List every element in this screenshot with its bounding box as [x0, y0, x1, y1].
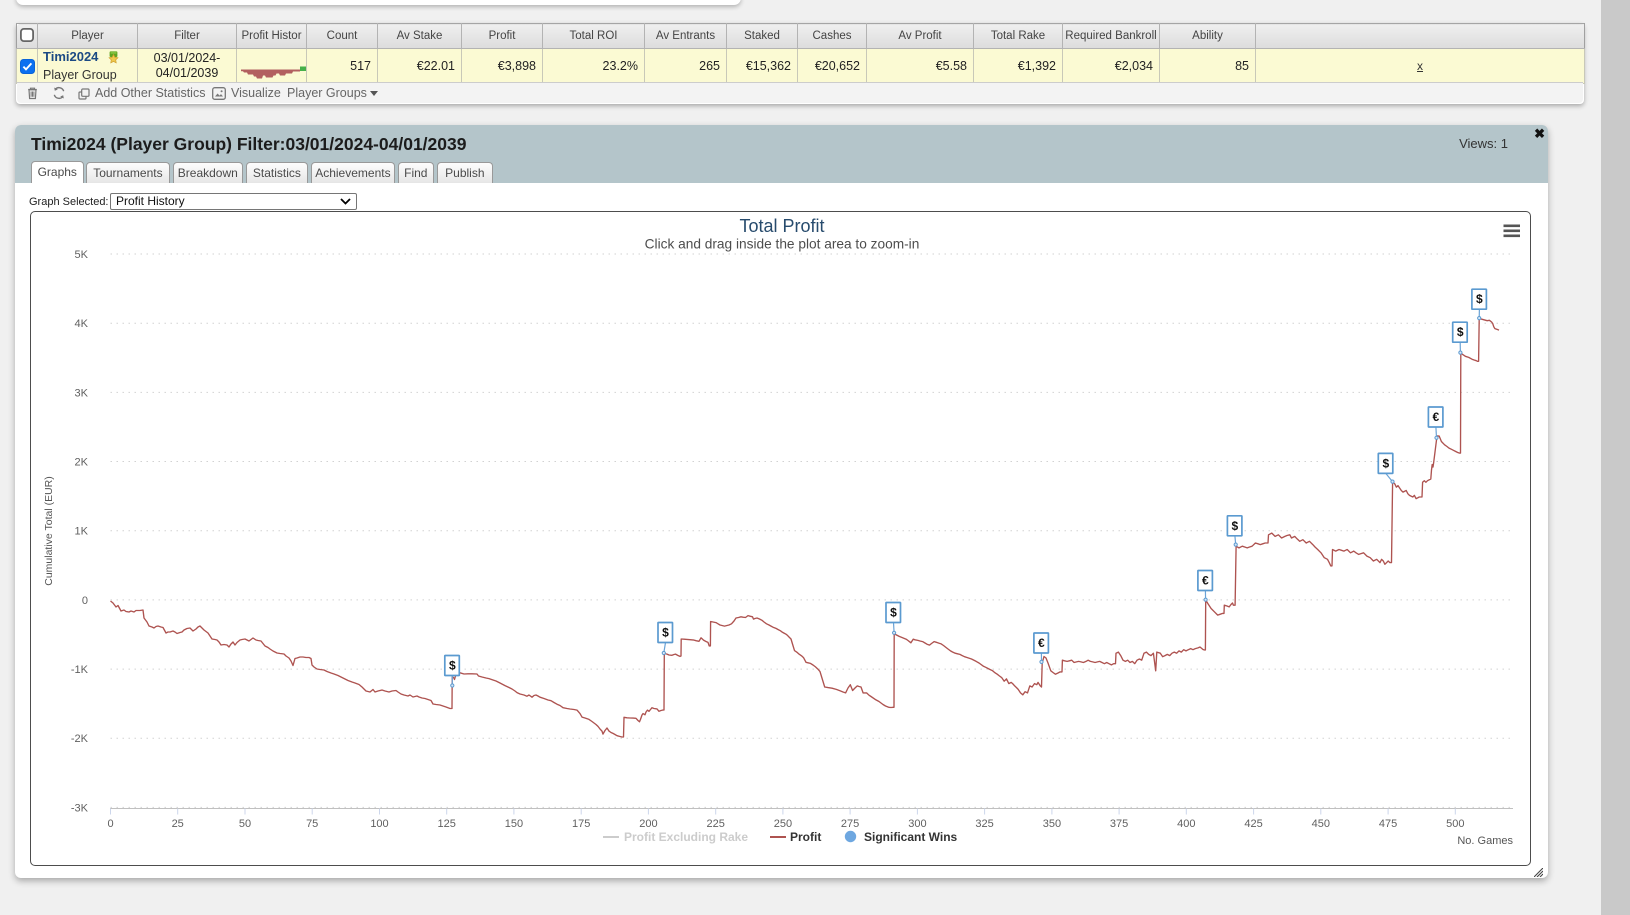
svg-text:$: $ [662, 626, 669, 640]
svg-text:400: 400 [1177, 818, 1195, 830]
svg-text:500: 500 [1446, 818, 1464, 830]
svg-text:75: 75 [306, 818, 318, 830]
svg-text:4K: 4K [75, 318, 89, 330]
svg-text:175: 175 [572, 818, 590, 830]
svg-text:25: 25 [172, 818, 184, 830]
svg-text:$: $ [1232, 519, 1239, 533]
svg-text:€: € [1433, 410, 1440, 424]
svg-text:0: 0 [82, 595, 88, 607]
svg-text:Significant Wins: Significant Wins [864, 830, 958, 844]
svg-text:$: $ [1382, 456, 1389, 470]
svg-text:200: 200 [639, 818, 657, 830]
svg-text:Profit: Profit [790, 830, 821, 844]
svg-text:No. Games: No. Games [1457, 835, 1513, 847]
svg-text:1K: 1K [75, 526, 89, 538]
svg-text:$: $ [1476, 292, 1483, 306]
svg-text:$: $ [890, 606, 897, 620]
svg-text:375: 375 [1110, 818, 1128, 830]
svg-text:Cumulative Total (EUR): Cumulative Total (EUR) [43, 476, 55, 586]
svg-text:225: 225 [707, 818, 725, 830]
svg-text:3K: 3K [75, 387, 89, 399]
svg-text:350: 350 [1043, 818, 1061, 830]
svg-text:Total Profit: Total Profit [739, 216, 824, 236]
svg-text:425: 425 [1244, 818, 1262, 830]
svg-text:$: $ [1457, 325, 1464, 339]
svg-text:50: 50 [239, 818, 251, 830]
svg-text:-2K: -2K [71, 733, 89, 745]
svg-text:475: 475 [1379, 818, 1397, 830]
svg-text:250: 250 [774, 818, 792, 830]
svg-text:150: 150 [505, 818, 523, 830]
svg-text:-1K: -1K [71, 664, 89, 676]
svg-text:-3K: -3K [71, 802, 89, 814]
svg-text:325: 325 [975, 818, 993, 830]
svg-text:5K: 5K [75, 249, 89, 261]
svg-text:€: € [1202, 574, 1209, 588]
svg-text:$: $ [449, 659, 456, 673]
svg-text:275: 275 [841, 818, 859, 830]
svg-text:€: € [1038, 636, 1045, 650]
svg-text:0: 0 [107, 818, 113, 830]
svg-text:Profit Excluding Rake: Profit Excluding Rake [624, 830, 748, 844]
svg-text:100: 100 [370, 818, 388, 830]
svg-text:Click and drag inside the plot: Click and drag inside the plot area to z… [645, 237, 920, 252]
svg-text:125: 125 [438, 818, 456, 830]
svg-text:450: 450 [1312, 818, 1330, 830]
svg-text:300: 300 [908, 818, 926, 830]
svg-text:2K: 2K [75, 457, 89, 469]
